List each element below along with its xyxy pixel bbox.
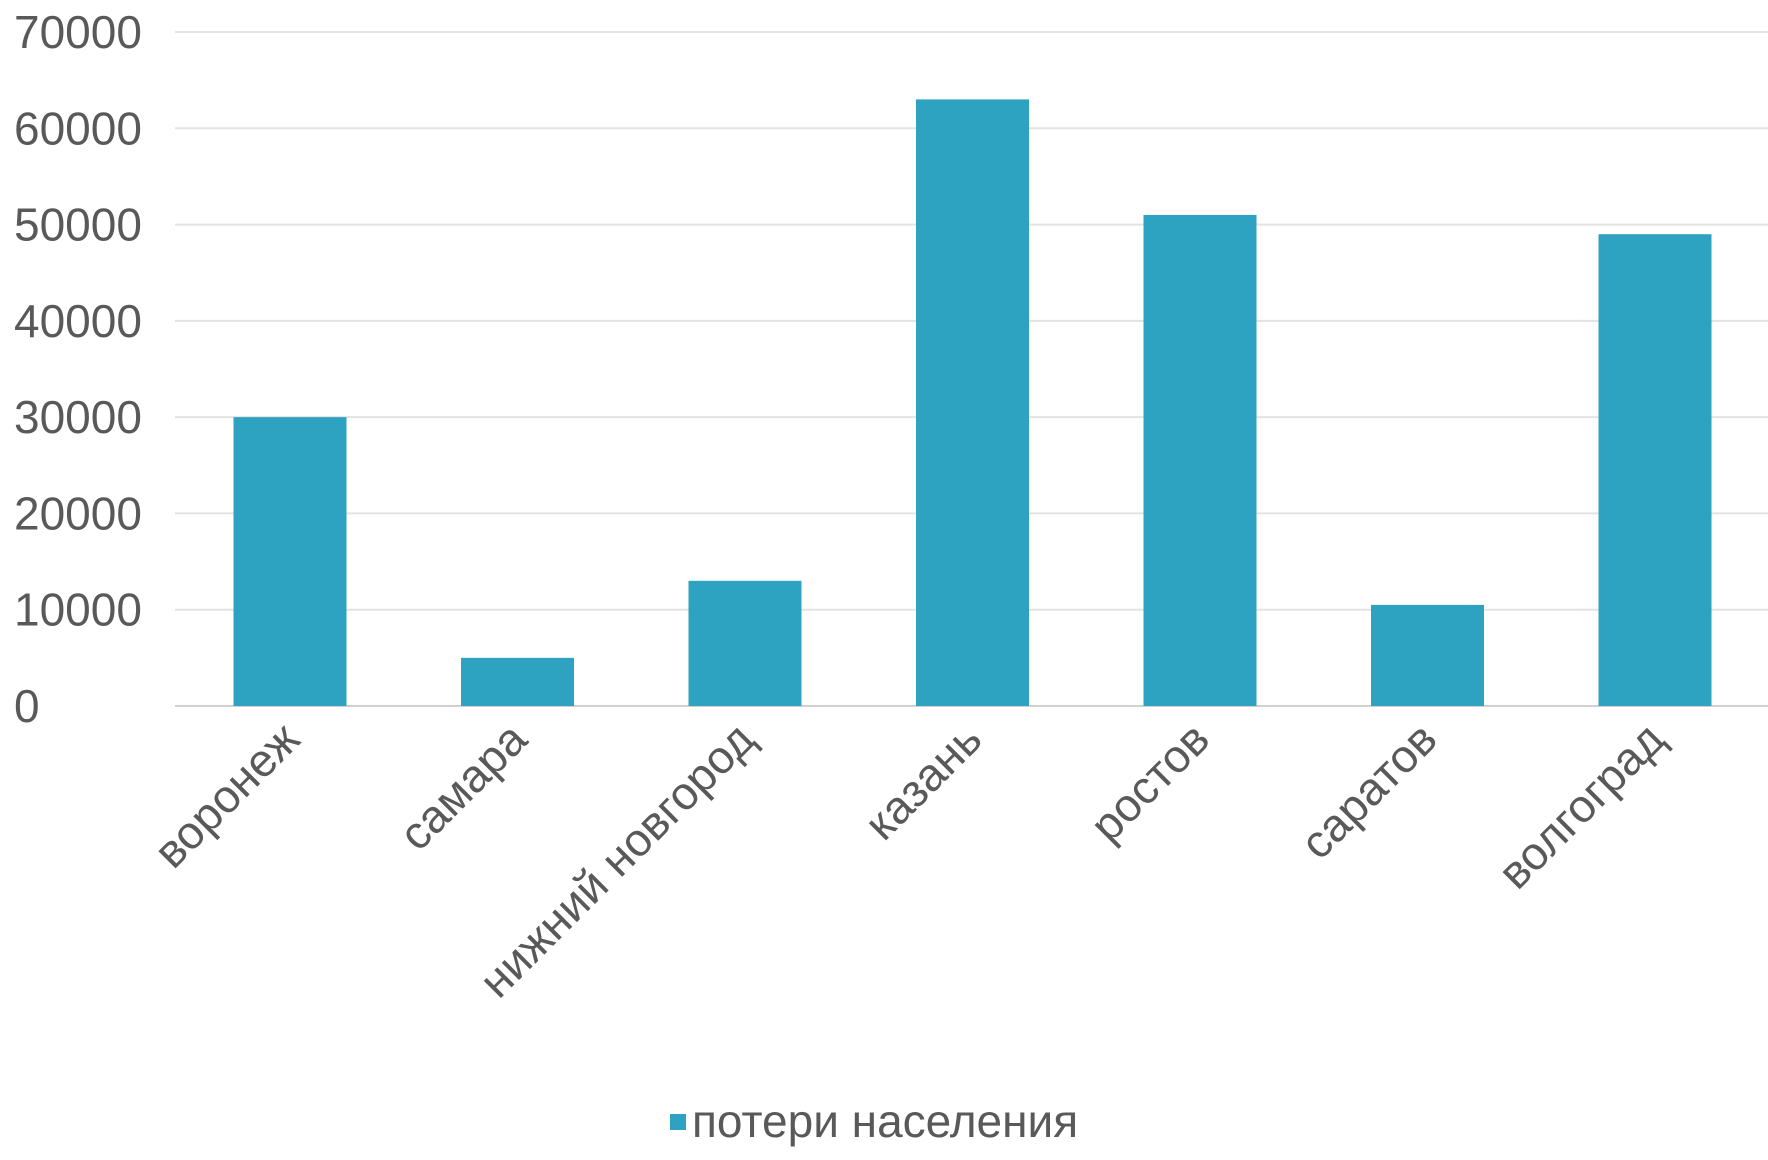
bars bbox=[233, 99, 1712, 706]
y-tick-label: 60000 bbox=[14, 102, 142, 154]
bar bbox=[1143, 214, 1257, 706]
legend-label: потери населения bbox=[692, 1095, 1078, 1147]
bar bbox=[1598, 234, 1712, 706]
y-tick-label: 10000 bbox=[14, 584, 142, 636]
bar bbox=[461, 657, 574, 706]
x-tick-label: саратов bbox=[1290, 712, 1446, 868]
legend-swatch bbox=[670, 1114, 686, 1130]
x-tick-label: воронеж bbox=[144, 712, 310, 878]
x-tick-label: волгоград bbox=[1488, 712, 1674, 898]
y-tick-label: 0 bbox=[14, 680, 40, 732]
y-tick-label: 70000 bbox=[14, 6, 142, 58]
bar bbox=[916, 99, 1029, 706]
legend: потери населения bbox=[670, 1095, 1078, 1147]
bar bbox=[233, 417, 347, 706]
bar bbox=[1371, 604, 1484, 706]
x-tick-label: казань bbox=[854, 712, 991, 849]
y-tick-label: 40000 bbox=[14, 295, 142, 347]
x-tick-label: самара bbox=[389, 712, 537, 860]
y-tick-label: 20000 bbox=[14, 487, 142, 539]
y-axis-tick-labels: 0 10000 20000 30000 40000 50000 60000 70000 bbox=[14, 6, 142, 732]
x-tick-label: ростов bbox=[1080, 712, 1219, 851]
bar bbox=[688, 580, 802, 706]
y-tick-label: 50000 bbox=[14, 199, 142, 251]
y-tick-label: 30000 bbox=[14, 391, 142, 443]
